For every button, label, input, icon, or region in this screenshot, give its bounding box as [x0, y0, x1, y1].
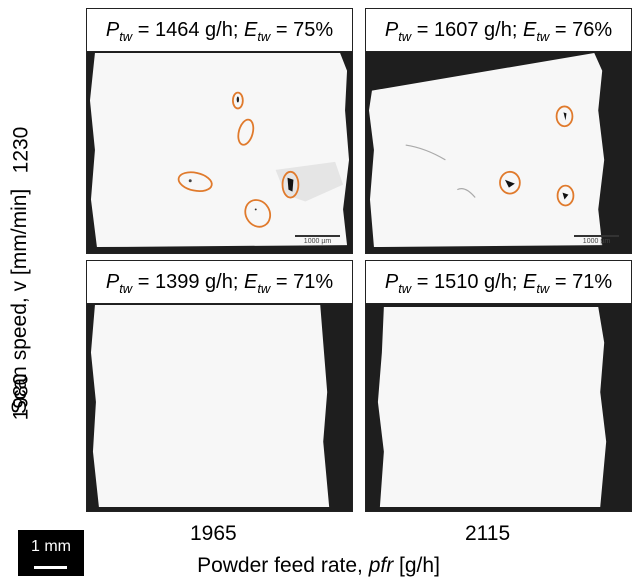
micrograph — [366, 303, 631, 511]
etw-value: 71% — [572, 271, 613, 293]
panel-caption: Ptw = 1607 g/h; Etw = 76% — [366, 9, 631, 52]
etw-value: 75% — [293, 19, 334, 41]
scale-bar: 1000 µm — [574, 235, 619, 245]
scale-bar-line — [34, 566, 67, 569]
panel-bottom-right: Ptw = 1510 g/h; Etw = 71% — [365, 260, 632, 512]
panel-top-right: Ptw = 1607 g/h; Etw = 76% 1000 µm — [365, 8, 632, 254]
col-label-2115: 2115 — [465, 522, 511, 545]
panel-caption: Ptw = 1510 g/h; Etw = 71% — [366, 261, 631, 304]
scale-bar-box: 1 mm — [18, 530, 84, 576]
panel-caption: Ptw = 1464 g/h; Etw = 75% — [87, 9, 352, 52]
row-label-1980: 1980 — [9, 373, 33, 421]
panel-caption: Ptw = 1399 g/h; Etw = 71% — [87, 261, 352, 304]
micrograph — [87, 303, 352, 511]
ptw-value: 1399 g/h — [154, 271, 233, 293]
scale-bar: 1000 µm — [295, 235, 340, 245]
panel-top-left: Ptw = 1464 g/h; Etw = 75% 1000 µm — [86, 8, 353, 254]
row-label-1230: 1230 — [9, 126, 33, 174]
micrograph: 1000 µm — [366, 51, 631, 253]
etw-value: 71% — [293, 271, 334, 293]
x-axis-label: Powder feed rate, pfr [g/h] — [197, 554, 440, 577]
ptw-value: 1464 g/h — [154, 19, 233, 41]
panel-bottom-left: Ptw = 1399 g/h; Etw = 71% — [86, 260, 353, 512]
ptw-value: 1607 g/h — [433, 19, 512, 41]
etw-value: 76% — [572, 19, 613, 41]
micrograph: 1000 µm — [87, 51, 352, 253]
col-label-1965: 1965 — [190, 522, 237, 545]
ptw-value: 1510 g/h — [433, 271, 512, 293]
scale-bar-label: 1 mm — [31, 538, 71, 555]
